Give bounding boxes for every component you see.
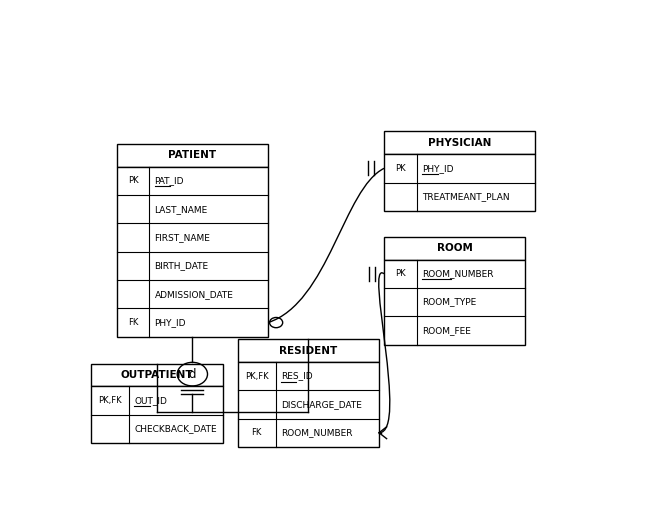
Text: DISCHARGE_DATE: DISCHARGE_DATE	[281, 400, 361, 409]
Text: PATIENT: PATIENT	[169, 150, 216, 160]
Text: PK: PK	[395, 269, 406, 278]
Text: PHY_ID: PHY_ID	[422, 164, 454, 173]
Text: ROOM: ROOM	[437, 243, 473, 253]
Bar	[384, 260, 525, 344]
Text: PK,FK: PK,FK	[245, 371, 268, 381]
Text: PAT_ID: PAT_ID	[154, 176, 184, 185]
Text: FK: FK	[128, 318, 138, 327]
Text: FIRST_NAME: FIRST_NAME	[154, 233, 210, 242]
Bar	[384, 154, 535, 211]
Text: BIRTH_DATE: BIRTH_DATE	[154, 262, 209, 270]
Bar	[238, 339, 379, 362]
Text: RESIDENT: RESIDENT	[279, 345, 337, 356]
Text: PHYSICIAN: PHYSICIAN	[428, 138, 492, 148]
Text: PK: PK	[128, 176, 139, 185]
Text: d: d	[189, 367, 196, 381]
Bar	[91, 386, 223, 443]
Text: ADMISSION_DATE: ADMISSION_DATE	[154, 290, 234, 299]
Text: ROOM_NUMBER: ROOM_NUMBER	[422, 269, 493, 278]
Bar	[238, 362, 379, 447]
Text: TREATMEANT_PLAN: TREATMEANT_PLAN	[422, 192, 510, 201]
Text: PK,FK: PK,FK	[98, 396, 122, 405]
Bar	[384, 237, 525, 260]
Text: LAST_NAME: LAST_NAME	[154, 205, 208, 214]
Text: ROOM_TYPE: ROOM_TYPE	[422, 297, 476, 307]
Text: PK: PK	[395, 164, 406, 173]
Text: RES_ID: RES_ID	[281, 371, 312, 381]
Bar	[117, 167, 268, 337]
Text: CHECKBACK_DATE: CHECKBACK_DATE	[134, 424, 217, 433]
Text: ROOM_NUMBER: ROOM_NUMBER	[281, 428, 352, 437]
Text: OUT_ID: OUT_ID	[134, 396, 167, 405]
Text: ROOM_FEE: ROOM_FEE	[422, 326, 471, 335]
Text: FK: FK	[251, 428, 262, 437]
Bar	[91, 363, 223, 386]
Text: OUTPATIENT: OUTPATIENT	[120, 370, 193, 380]
Bar	[117, 144, 268, 167]
Bar	[384, 131, 535, 154]
Text: PHY_ID: PHY_ID	[154, 318, 186, 327]
